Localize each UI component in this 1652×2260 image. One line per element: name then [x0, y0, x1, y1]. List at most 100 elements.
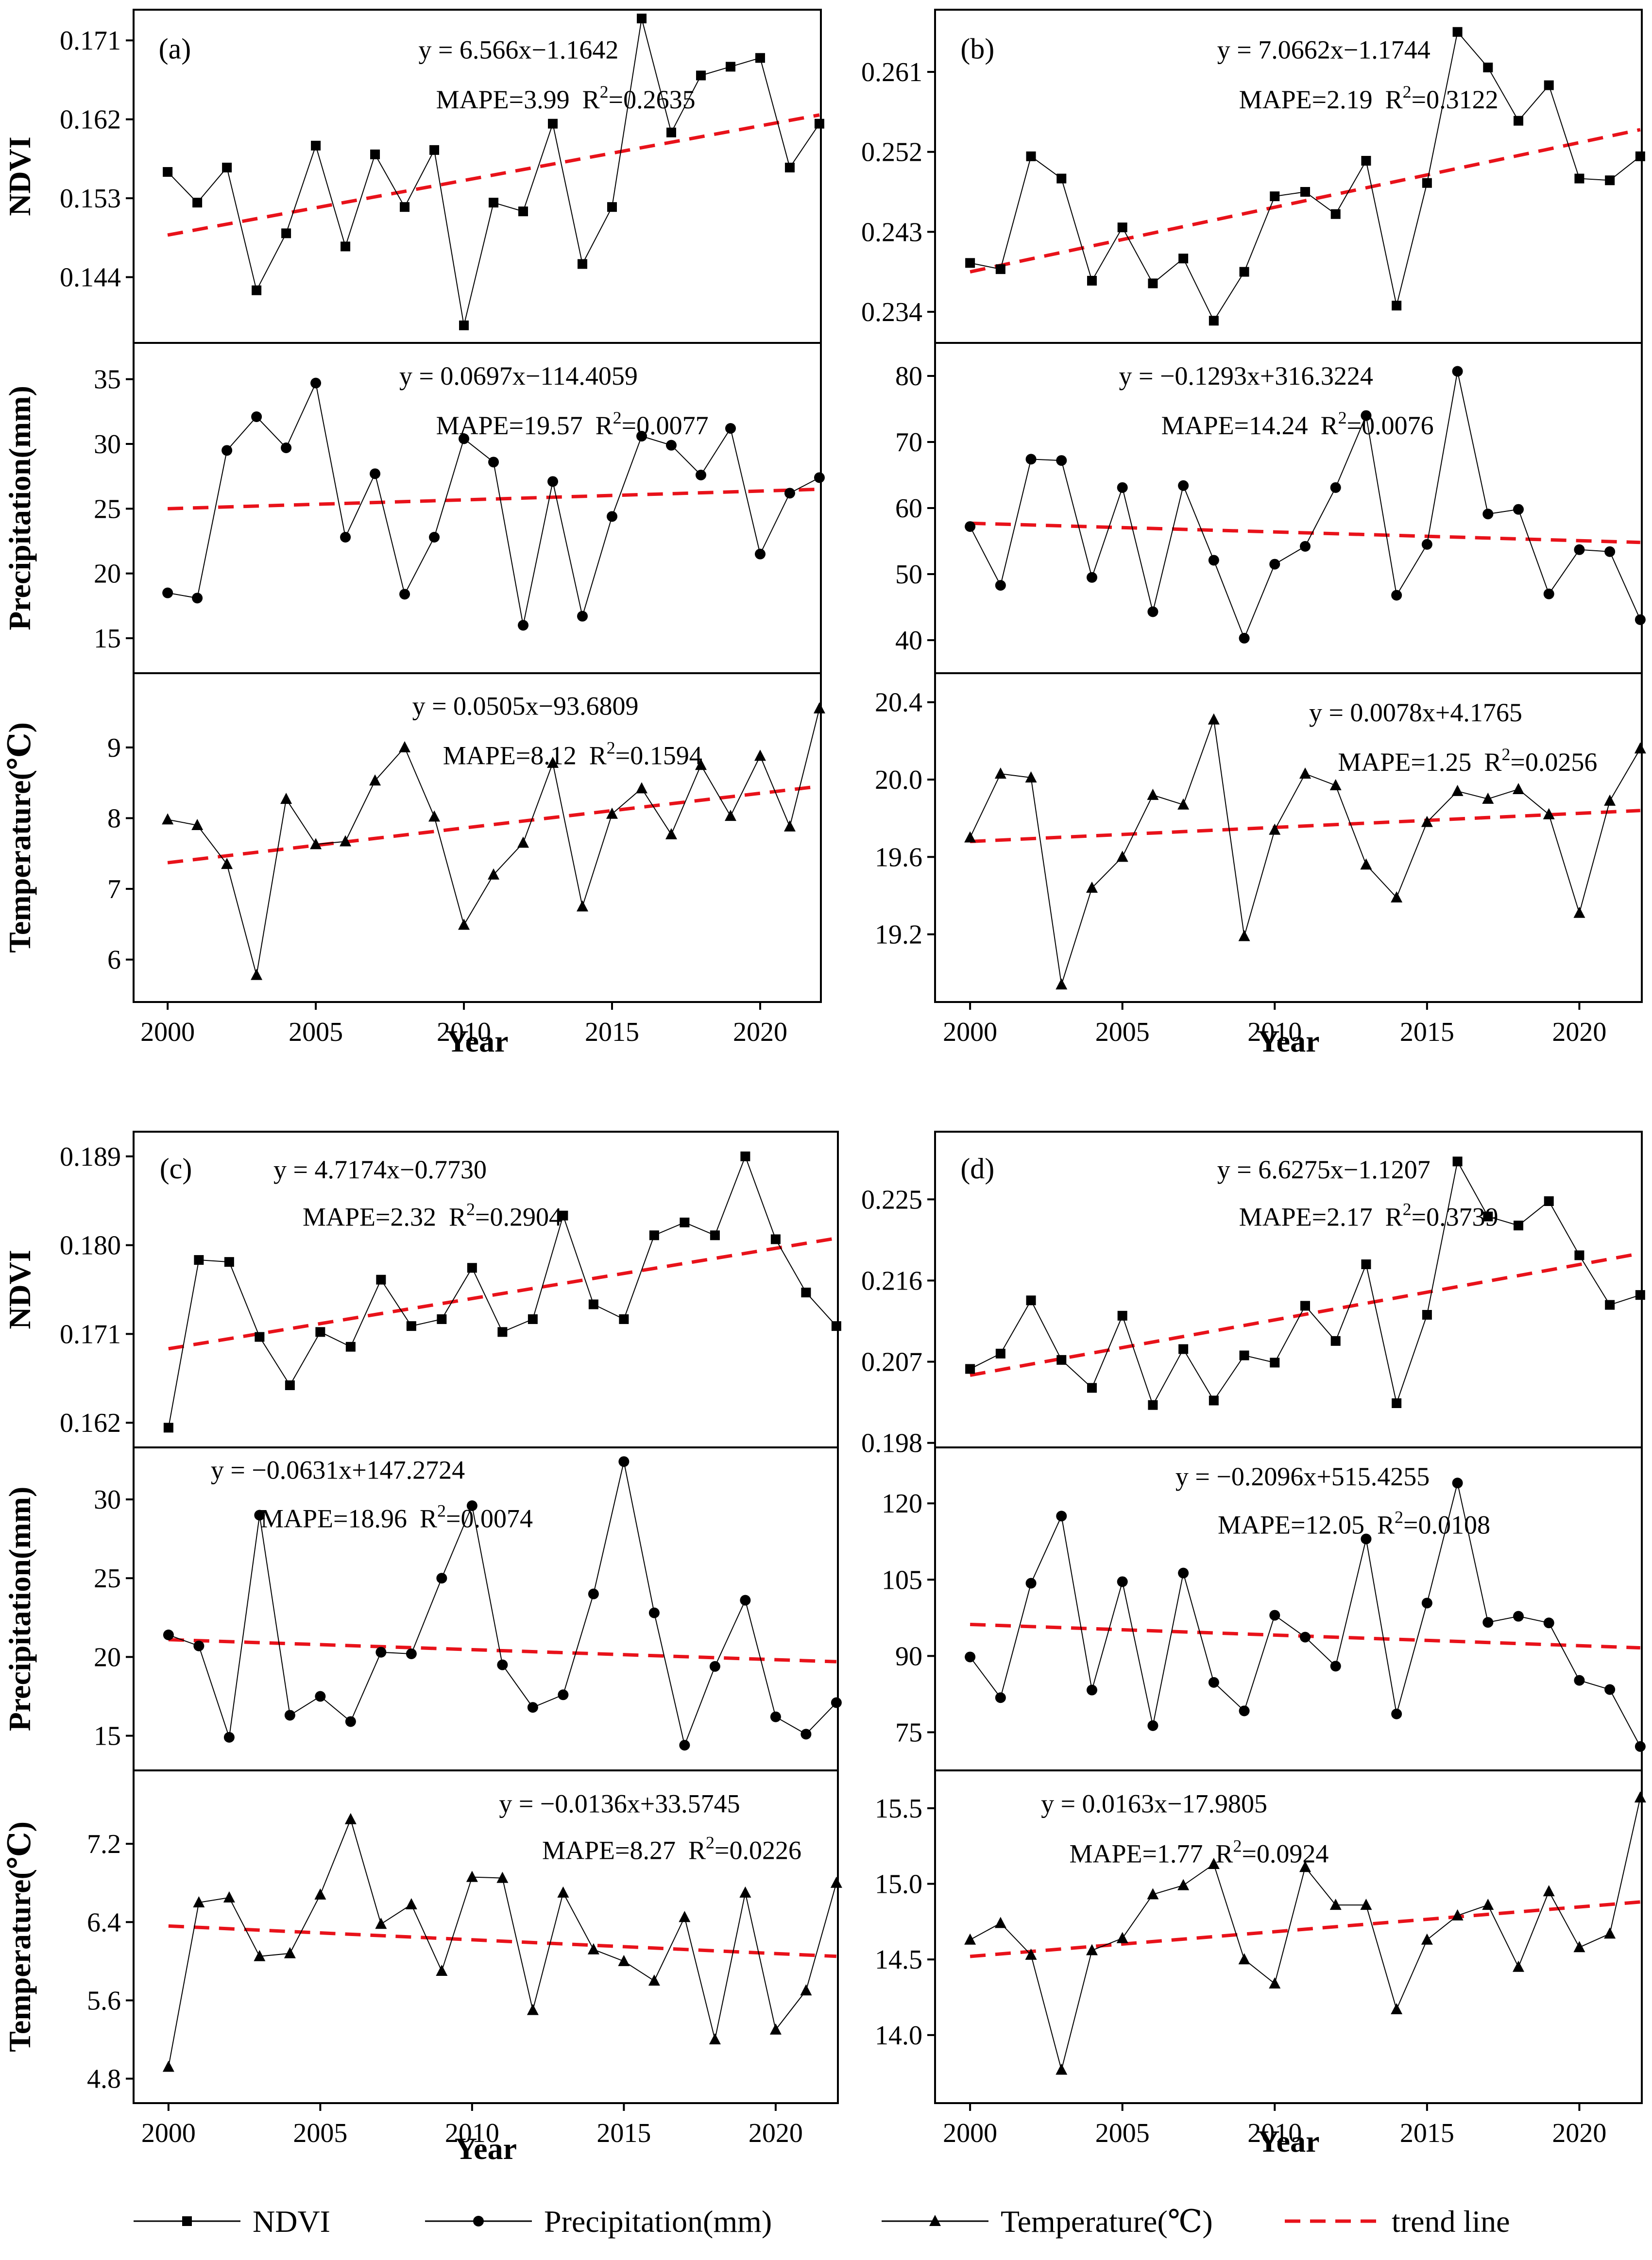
ndvi-point: [163, 1423, 173, 1433]
temp-point: [636, 782, 648, 794]
ndvi-point: [1270, 191, 1280, 202]
chart-panel-1: 0.171 0.162 0.153 0.144 NDVI y = 6.566x−1.164…: [2, 9, 825, 1058]
x-tick-label: 2010: [1247, 2118, 1302, 2148]
x-tick-label: 2015: [1400, 2118, 1454, 2148]
ndvi-point: [1056, 1355, 1067, 1365]
x-tick-label: 2020: [733, 1017, 787, 1047]
y-tick-label: 105: [882, 1565, 922, 1595]
temp-point: [994, 1917, 1006, 1928]
temp-point: [587, 1943, 599, 1954]
precip-point: [1482, 1617, 1494, 1628]
temp-point: [1634, 1791, 1646, 1803]
y-tick-label: 0.225: [861, 1185, 922, 1215]
trend-line: [167, 113, 820, 237]
r2-value: =0.0226: [715, 1835, 801, 1865]
mape-text: MAPE=2.32: [303, 1203, 436, 1232]
precip-point: [1361, 1533, 1372, 1545]
fit-stats-label: MAPE=1.77 R2=0.0924: [1069, 1836, 1328, 1868]
trend-line: [970, 128, 1641, 274]
ndvi-point: [1209, 1395, 1219, 1406]
precip-point: [1574, 544, 1585, 555]
ndvi-point: [1087, 1383, 1097, 1393]
temp-point: [1238, 1953, 1250, 1965]
temp-point: [769, 2023, 782, 2035]
ndvi-point: [224, 1257, 234, 1267]
r2-superscript: 2: [1403, 1200, 1412, 1219]
fit-stats-label: MAPE=2.19 R2=0.3122: [1239, 82, 1499, 114]
ndvi-point: [1361, 1259, 1371, 1269]
mape-text: MAPE=2.19: [1239, 85, 1373, 114]
ndvi-point: [489, 198, 499, 208]
temp-point: [606, 807, 618, 819]
r2-superscript: 2: [1338, 408, 1347, 427]
axis-frame: [133, 342, 822, 674]
temp-point: [1451, 1909, 1464, 1920]
ndvi-point: [770, 1234, 781, 1244]
y-tick-label: 0.198: [861, 1428, 922, 1459]
ndvi-point: [607, 202, 617, 212]
legend-marker: [182, 2216, 192, 2226]
legend-item: Temperature(℃): [882, 2204, 1213, 2239]
ndvi-point: [315, 1327, 325, 1337]
x-tick-label: 2005: [1095, 1017, 1150, 1047]
y-tick-label: 5.6: [87, 1986, 121, 2016]
legend-label: Temperature(℃): [1001, 2204, 1213, 2239]
precip-point: [192, 593, 203, 604]
precip-point: [406, 1648, 417, 1659]
y-tick-label: 0.180: [60, 1231, 121, 1261]
fit-stats-label: MAPE=1.25 R2=0.0256: [1338, 745, 1597, 777]
y-axis-label: Precipitation(mm): [2, 1487, 37, 1732]
y-tick-label: 7.2: [87, 1829, 121, 1859]
precip-point: [281, 442, 292, 453]
y-tick-label: 15: [94, 1721, 121, 1751]
ndvi-point: [376, 1274, 386, 1285]
temp-point: [1056, 978, 1068, 990]
trend-line: [970, 1900, 1641, 1958]
axis-frame: [133, 1446, 839, 1771]
temp-point: [284, 1947, 296, 1958]
y-tick-label: 0.234: [861, 297, 922, 327]
x-axis-label: Year: [446, 1024, 509, 1058]
temp-point: [1482, 792, 1494, 804]
temp-point: [739, 1886, 751, 1898]
y-tick-label: 0.144: [60, 263, 121, 293]
ndvi-point: [588, 1299, 598, 1309]
y-tick-label: 15.0: [875, 1869, 922, 1900]
y-tick-label: 0.252: [861, 137, 922, 168]
panel-label: (b): [960, 33, 994, 65]
equation-label: y = −0.2096x+515.4255: [1175, 1462, 1430, 1491]
mape-text: MAPE=14.24: [1161, 411, 1308, 440]
mape-text: MAPE=1.77: [1069, 1839, 1203, 1868]
legend-label: trend line: [1392, 2204, 1510, 2239]
y-tick-label: 0.243: [861, 217, 922, 247]
ndvi-point: [1422, 1310, 1432, 1320]
precip-point: [814, 472, 825, 483]
ndvi-point: [1361, 155, 1371, 166]
ndvi-point: [1178, 1344, 1189, 1354]
temp-point: [314, 1888, 326, 1900]
y-tick-label: 0.153: [60, 184, 121, 214]
y-tick-label: 15: [94, 624, 121, 654]
ndvi-point: [1635, 151, 1645, 161]
temp-point: [1116, 850, 1128, 862]
precip-point: [375, 1647, 387, 1658]
y-tick-label: 50: [895, 560, 922, 590]
precip-point: [193, 1640, 204, 1651]
precip-point: [1086, 1684, 1097, 1696]
ndvi-point: [467, 1263, 477, 1273]
r2-value: =0.0077: [622, 411, 709, 440]
subplot-temp: 9 8 7 6 Temperature(℃) y = 0.0505x−93.6809 MAP…: [2, 672, 825, 1058]
temp-point: [618, 1954, 630, 1966]
temp-point: [1329, 779, 1342, 790]
ndvi-point: [1392, 301, 1402, 311]
ndvi-point: [1392, 1398, 1402, 1408]
y-tick-label: 7: [107, 874, 121, 904]
x-tick-label: 2005: [1095, 2118, 1150, 2148]
temp-point: [1025, 771, 1037, 783]
temp-point: [1513, 1960, 1525, 1972]
ndvi-point: [1544, 1196, 1554, 1206]
ndvi-point: [637, 14, 647, 24]
y-tick-label: 20.4: [875, 688, 922, 718]
y-tick-label: 120: [882, 1489, 922, 1519]
